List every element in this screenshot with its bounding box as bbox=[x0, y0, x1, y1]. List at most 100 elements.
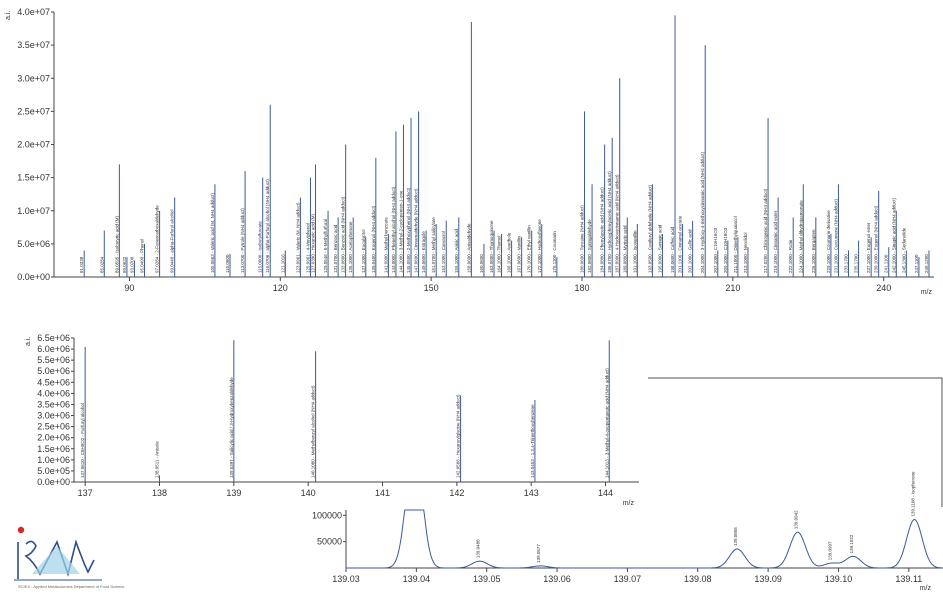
x-tick-label: 139.03 bbox=[332, 574, 360, 584]
peak-label: 142.0566 - Hexanoylglycine (NH4 adduct) bbox=[456, 394, 461, 478]
peak-label: 138.0511 - Anisole bbox=[154, 441, 159, 478]
x-tick-label: 150 bbox=[424, 283, 439, 293]
peak-label: 131.0700 - Benzoic acid bbox=[333, 224, 338, 273]
peak-label: 135.1000 - Acetophenone bbox=[348, 221, 353, 273]
y-tick-label: 2.5e+07 bbox=[17, 106, 50, 116]
peak-label: 211.1000 - Dimethylguaiacol bbox=[733, 216, 738, 273]
peak-label: 141.0900 - Methyl benzoate bbox=[383, 217, 388, 273]
y-tick-label: 100000 bbox=[312, 510, 342, 520]
x-tick-label: 140 bbox=[301, 488, 316, 498]
peak-label: 189.0800 - Myristic acid bbox=[622, 225, 627, 273]
peak-label: 153.1000 - Carvacrol bbox=[441, 231, 446, 273]
spectrum-line bbox=[346, 509, 943, 569]
peak-label: 191.1000 - Isovanillin bbox=[632, 230, 637, 273]
peak-label: 235.1700 bbox=[854, 254, 859, 273]
peak-label: 139.0856 bbox=[733, 527, 738, 546]
peak-label: 209.1000 - C10H18O3 bbox=[723, 227, 728, 273]
peak-label: 95.0490 - Phenol bbox=[140, 239, 145, 273]
peak-label: 129.0546 - 5-Methylfurfural bbox=[323, 219, 328, 273]
x-tick-label: 139.11 bbox=[895, 574, 922, 584]
logo-caption: SCIEX · Applied Metabolomics Department … bbox=[18, 584, 125, 589]
peak-label: 184.0800 - Phenylacetic acid (NH4 adduct… bbox=[600, 187, 605, 273]
y-tick-label: 1.0e+07 bbox=[17, 206, 50, 216]
peak-label: 233.1700 bbox=[844, 254, 849, 273]
peak-label: 140.1080 - Methylbenzyl alcohol (NH4 add… bbox=[311, 385, 316, 478]
y-tick-label: 5.0e+06 bbox=[17, 239, 50, 249]
peak-label: 202.1000 - Gallic acid bbox=[688, 229, 693, 273]
peak-label: 144.1000 - 3-Methyl-2-cyclopenten-1-one bbox=[398, 190, 403, 273]
x-tick-label: 120 bbox=[273, 283, 288, 293]
y-tick-label: 2.0e+07 bbox=[17, 140, 50, 150]
x-tick-label: 90 bbox=[124, 283, 134, 293]
y-tick-label: 50000 bbox=[317, 537, 342, 547]
peak-label: 115.0600 - Isobutylfuroate bbox=[258, 221, 263, 273]
peak-label: 158.0600 - Anisaldehyde bbox=[466, 223, 471, 273]
peak-label: 97.0284 - 2-Furancarboxaldehyde bbox=[155, 205, 160, 273]
middle-spectrum: 0.0e+005.0e+051.0e+061.5e+062.0e+062.5e+… bbox=[25, 333, 639, 507]
peak-label: 229.1000 - Coumarin derivative bbox=[826, 210, 831, 273]
x-tick-label: 137 bbox=[78, 488, 93, 498]
peak-label: 237.1000 - Eugenol ester bbox=[866, 222, 871, 273]
x-tick-label: 143 bbox=[524, 488, 539, 498]
peak-label: 231.1000 - Curcumene (NH4 adduct) bbox=[833, 198, 838, 273]
x-axis-label: m/z bbox=[921, 289, 933, 296]
peak-label: 89.0632 bbox=[122, 256, 127, 273]
logo-dot-icon bbox=[17, 526, 25, 534]
y-tick-label: 4.0e+06 bbox=[37, 388, 70, 398]
x-tick-label: 144 bbox=[598, 488, 613, 498]
peak-label: 204.1000 - 3-Hydroxy-4-methoxycinnamic a… bbox=[700, 151, 705, 273]
peak-label: 125.0961 - 4-Vinylphenol bbox=[305, 223, 310, 273]
peak-label: 170.1000 - Ethyl vanillin bbox=[527, 225, 532, 273]
peak-label: 139.0942 bbox=[794, 510, 799, 529]
peak-label: 224.1000 - Methyl dihydrojasmonate bbox=[798, 200, 803, 273]
x-tick-label: 142 bbox=[449, 488, 464, 498]
peak-label: 155.1000 - Anisic acid bbox=[454, 228, 459, 273]
peak-label: 193.0500 - Coniferyl aldehyde (NH4 adduc… bbox=[647, 184, 652, 273]
y-tick-label: 5.5e+06 bbox=[37, 355, 70, 365]
x-axis-label: m/z bbox=[920, 585, 932, 592]
x-tick-label: 138 bbox=[152, 488, 167, 498]
peak-label: 195.0900 - Syringic acid bbox=[657, 224, 662, 273]
peak-label: 249.1200 bbox=[924, 254, 929, 273]
y-axis-label: a.i. bbox=[5, 11, 12, 20]
x-axis-label: m/z bbox=[623, 500, 635, 507]
peak-label: 207.1000 - C10H16O3 bbox=[713, 227, 718, 273]
peak-label: 145.0500 - 2-Methoxyphenol (NH4 adduct) bbox=[406, 187, 411, 273]
peak-label: 143.0000 - Phenethyl alcohol (NH4 adduct… bbox=[391, 186, 396, 273]
peak-label: 105.0663 - Valeric acid (M, NH4 adduct) bbox=[210, 193, 215, 273]
y-tick-label: 5.0e+06 bbox=[37, 366, 70, 376]
peak-label: 172.1000 - Hydroxyflavone bbox=[537, 219, 542, 273]
peak-label: 110.0600 bbox=[225, 254, 230, 273]
y-tick-label: 2.0e+06 bbox=[37, 433, 70, 443]
peak-label: 127.0390 - Hexanoic acid (M) bbox=[310, 213, 315, 273]
top-spectrum: 0.0e+00 5.0e+06 1.0e+07 1.5e+07 2.0e+07 2.5e+… bbox=[5, 7, 934, 296]
y-tick-label: 0.0e+00 bbox=[37, 477, 70, 487]
peak-label: 167.0600 - Vanillin bbox=[517, 236, 522, 273]
y-tick-label: 6.5e+06 bbox=[37, 333, 70, 343]
peak-label: 121.1016 bbox=[280, 254, 285, 273]
peak-label: 160.0600 bbox=[479, 254, 484, 273]
x-tick-label: 139.10 bbox=[825, 574, 853, 584]
peak-label: 93.0700 bbox=[129, 256, 134, 273]
x-tick-label: 210 bbox=[725, 283, 740, 293]
peak-label: 222.1000 - Rutin bbox=[788, 239, 793, 273]
peak-label: 219.1000 - Cinnamic acid ester bbox=[773, 210, 778, 273]
peak-label: 139.0397 - Salicylic acid / 3-Hydroxyben… bbox=[229, 377, 234, 478]
x-tick-label: 180 bbox=[574, 283, 589, 293]
peak-label: 149.0600 - Estragole bbox=[421, 231, 426, 273]
peak-label: 247.1100 bbox=[914, 254, 919, 273]
x-tick-label: 139.08 bbox=[684, 574, 712, 584]
x-tick-label: 141 bbox=[375, 488, 390, 498]
peak-label: 213.1000 - Nerolidol bbox=[743, 232, 748, 273]
peak-label: 143.0453 - 1,2,4-Trimethoxybenzene bbox=[530, 404, 535, 478]
peak-label: 139.1108 - Isophorone bbox=[910, 471, 915, 516]
y-tick-label: 2.5e+06 bbox=[37, 422, 70, 432]
y-tick-label: 4.5e+06 bbox=[37, 377, 70, 387]
x-tick-label: 139.07 bbox=[614, 574, 642, 584]
lab-logo bbox=[12, 524, 132, 592]
x-tick-label: 139.06 bbox=[543, 574, 571, 584]
y-tick-label: 5.0e+05 bbox=[37, 466, 70, 476]
peak-label: 180.0600 - Tyrosine (NH4 adduct) bbox=[580, 205, 585, 273]
peak-label: 89.0595 - Isobutyric acid (M) bbox=[114, 215, 119, 273]
y-tick-label: 1.5e+06 bbox=[37, 444, 70, 454]
